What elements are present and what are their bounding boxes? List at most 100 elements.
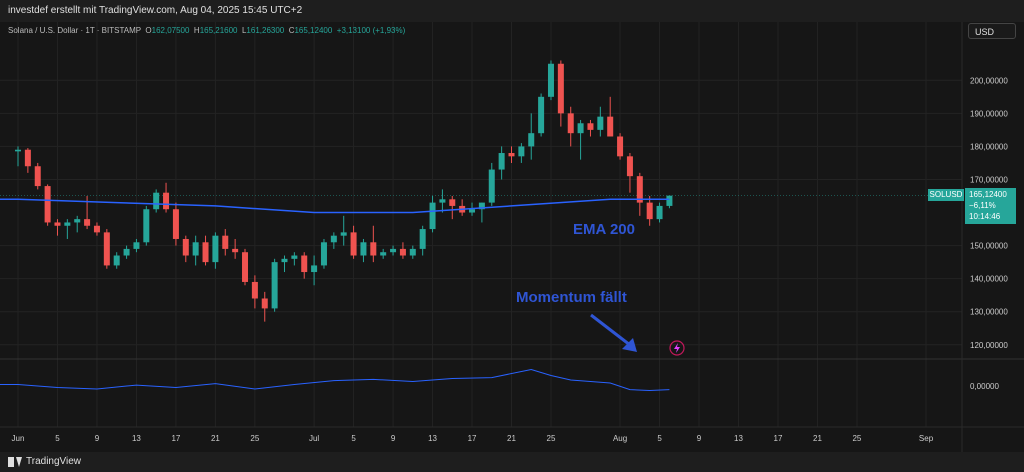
candle-body xyxy=(54,222,61,226)
candle-body xyxy=(34,166,41,187)
price-tag-box: 165,12400 −6,11% 10:14:46 xyxy=(965,188,1016,224)
candle-body xyxy=(182,238,189,256)
annotation-arrow-shaft xyxy=(590,313,631,347)
candle-body xyxy=(370,242,377,256)
price-tag-countdown: 10:14:46 xyxy=(969,212,1001,221)
candle-body xyxy=(93,225,100,233)
candle-body xyxy=(617,136,624,157)
candle-body xyxy=(557,63,564,114)
candle-body xyxy=(15,149,21,152)
close-value: 165,12400 xyxy=(294,26,333,35)
price-tag-change: −6,11% xyxy=(969,201,996,210)
candle-body xyxy=(330,235,337,243)
candle-body xyxy=(518,146,525,157)
currency-button[interactable]: USD xyxy=(968,23,1016,39)
change-value: +3,13100 (+1,93%) xyxy=(336,26,406,35)
price-tag-symbol: SOLUSD xyxy=(928,189,964,201)
x-tick-label: 17 xyxy=(774,434,783,443)
x-tick-label: 5 xyxy=(657,434,662,443)
y-tick-label: 150,00000 xyxy=(970,242,1008,251)
attribution-text: investdef erstellt mit TradingView.com, … xyxy=(8,5,303,16)
candle-body xyxy=(399,248,406,256)
candle-body xyxy=(577,123,584,134)
lightning-icon xyxy=(674,343,680,353)
candle-body xyxy=(261,298,268,309)
x-tick-label: 25 xyxy=(852,434,861,443)
x-tick-label: 21 xyxy=(211,434,220,443)
open-label: O xyxy=(145,26,152,35)
x-tick-label: Sep xyxy=(919,434,934,443)
candle-body xyxy=(449,199,456,206)
x-tick-label: 9 xyxy=(697,434,702,443)
candle-body xyxy=(478,202,485,210)
candle-body xyxy=(163,192,170,210)
y-tick-label: 130,00000 xyxy=(970,308,1008,317)
ema-annotation: EMA 200 xyxy=(573,221,635,238)
candle-body xyxy=(64,222,71,226)
candle-body xyxy=(666,195,673,206)
tradingview-logo[interactable]: TradingView xyxy=(8,456,81,467)
price-tag-price: 165,12400 xyxy=(969,190,1007,199)
ohlc-legend: Solana / U.S. Dollar · 1T · BITSTAMP O 16… xyxy=(8,26,405,35)
x-tick-label: Jun xyxy=(12,434,25,443)
candle-body xyxy=(390,248,397,253)
candle-body xyxy=(597,116,604,130)
candle-body xyxy=(172,209,179,239)
x-tick-label: 17 xyxy=(171,434,180,443)
candle-body xyxy=(508,153,515,157)
candle-body xyxy=(320,242,327,266)
candle-body xyxy=(212,235,219,263)
oscillator-zero-label: 0,00000 xyxy=(970,382,999,391)
candle-body xyxy=(74,219,81,223)
candle-body xyxy=(528,133,535,147)
y-tick-label: 140,00000 xyxy=(970,275,1008,284)
candle-body xyxy=(498,153,505,170)
symbol-line: Solana / U.S. Dollar · 1T · BITSTAMP xyxy=(8,26,141,35)
candle-body xyxy=(587,123,594,130)
tradingview-logo-icon xyxy=(8,456,22,467)
candle-body xyxy=(143,209,150,243)
candle-body xyxy=(44,186,51,223)
candle-body xyxy=(133,242,140,249)
candle-body xyxy=(488,169,495,203)
x-tick-label: 13 xyxy=(734,434,743,443)
candle-body xyxy=(281,258,288,263)
candle-body xyxy=(291,255,298,259)
ema-200-line xyxy=(0,198,670,214)
header-bar: investdef erstellt mit TradingView.com, … xyxy=(0,0,1024,22)
x-tick-label: 13 xyxy=(428,434,437,443)
candle-body xyxy=(656,205,663,220)
x-tick-label: 17 xyxy=(468,434,477,443)
annotation-arrow-head xyxy=(622,338,637,352)
candle-body xyxy=(567,113,574,134)
x-tick-label: 25 xyxy=(547,434,556,443)
candle-body xyxy=(439,199,446,203)
y-tick-label: 180,00000 xyxy=(970,142,1008,151)
candle-body xyxy=(340,232,347,236)
candle-body xyxy=(242,252,249,282)
candle-body xyxy=(547,63,554,97)
low-label: L xyxy=(241,26,247,35)
close-label: C xyxy=(288,26,295,35)
candle-body xyxy=(469,209,476,213)
candle-body xyxy=(153,192,160,210)
x-tick-label: 9 xyxy=(95,434,100,443)
x-tick-label: 9 xyxy=(391,434,396,443)
candle-body xyxy=(360,242,367,256)
candle-body xyxy=(84,219,91,226)
x-tick-label: 21 xyxy=(507,434,516,443)
candle-body xyxy=(232,248,239,253)
candle-body xyxy=(251,281,258,299)
x-tick-label: 5 xyxy=(55,434,60,443)
candle-body xyxy=(419,229,426,249)
momentum-line xyxy=(0,368,670,392)
price-chart[interactable]: 200,00000190,00000180,00000170,00000150,… xyxy=(0,22,1024,452)
chart-area[interactable]: 200,00000 190,00000 180,00000 170,00000 150,… xyxy=(0,22,1024,452)
y-tick-label: 120,00000 xyxy=(970,341,1008,350)
y-tick-label: 190,00000 xyxy=(970,109,1008,118)
candle-body xyxy=(380,252,387,256)
candle-body xyxy=(271,262,278,309)
candle-body xyxy=(222,235,229,249)
candle-body xyxy=(636,176,643,203)
candle-body xyxy=(646,202,653,220)
